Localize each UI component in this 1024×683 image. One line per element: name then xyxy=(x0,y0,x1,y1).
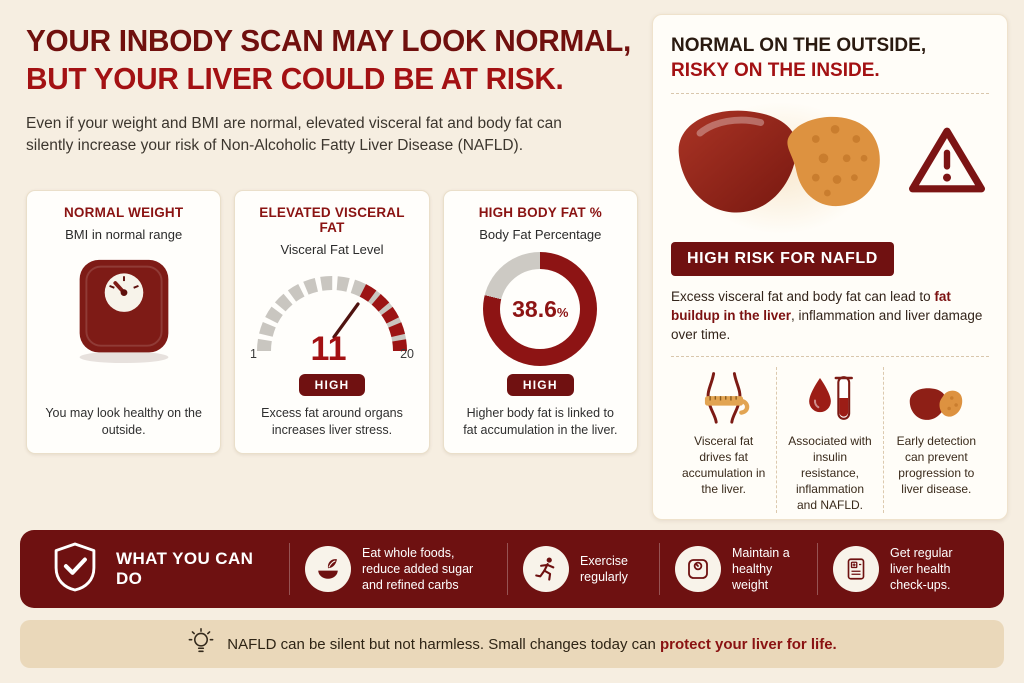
footer-note: NAFLD can be silent but not harmless. Sm… xyxy=(20,620,1004,668)
risk-description-text: Excess visceral fat and body fat can lea… xyxy=(671,289,935,304)
card-title: HIGH BODY FAT % xyxy=(478,205,602,220)
action-bar: WHAT YOU CAN DO Eat whole foods, reduce … xyxy=(20,530,1004,608)
footer-note-bold: protect your liver for life. xyxy=(660,635,837,653)
gauge-value: 11 xyxy=(310,330,347,368)
bathroom-scale-icon xyxy=(66,256,182,369)
liver-icon xyxy=(891,367,982,425)
action-item-exercise: Exercise regularly xyxy=(523,541,644,598)
action-item-weight: Maintain a healthy weight xyxy=(675,533,802,606)
page-title: YOUR INBODY SCAN MAY LOOK NORMAL, BUT YO… xyxy=(26,22,638,98)
action-item-text: Eat whole foods, reduce added sugar and … xyxy=(362,546,474,592)
liver-illustration xyxy=(671,98,989,238)
action-item-text: Maintain a healthy weight xyxy=(732,546,790,592)
risk-fact-columns: Visceral fat drives fat accumulation in … xyxy=(671,367,989,513)
fatty-liver-icon xyxy=(671,102,893,235)
gauge-max-label: 20 xyxy=(400,347,414,361)
gauge-min-label: 1 xyxy=(249,347,257,361)
intro-text: Even if your weight and BMI are normal, … xyxy=(26,115,562,154)
body-fat-donut-chart: 38.6% xyxy=(483,252,598,366)
action-item-text: Exercise regularly xyxy=(580,554,628,584)
footer-note-text: NAFLD can be silent but not harmless. Sm… xyxy=(227,636,836,653)
visceral-fat-gauge: 1 11 20 xyxy=(250,267,414,366)
donut-unit: % xyxy=(556,304,569,320)
risk-panel: NORMAL ON THE OUTSIDE, RISKY ON THE INSI… xyxy=(652,14,1008,520)
donut-value: 38.6 xyxy=(512,295,557,322)
warning-triangle-icon xyxy=(907,124,987,201)
action-item-diet: Eat whole foods, reduce added sugar and … xyxy=(305,533,492,606)
header: YOUR INBODY SCAN MAY LOOK NORMAL, BUT YO… xyxy=(26,22,638,157)
card-title: NORMAL WEIGHT xyxy=(63,205,184,220)
title-line-1: YOUR INBODY SCAN MAY LOOK NORMAL, xyxy=(26,23,632,58)
card-title: ELEVATED VISCERAL FAT xyxy=(259,205,405,235)
fact-text: Associated with insulin resistance, infl… xyxy=(788,434,872,512)
gauge-scale: 1 11 20 xyxy=(250,332,414,366)
divider xyxy=(507,543,508,595)
fact-insulin: Associated with insulin resistance, infl… xyxy=(776,367,882,513)
weight-scale-icon xyxy=(675,546,721,592)
title-line-2: BUT YOUR LIVER COULD BE AT RISK. xyxy=(26,61,564,96)
shield-check-icon xyxy=(52,541,98,598)
fact-visceral: Visceral fat drives fat accumulation in … xyxy=(671,367,776,513)
action-item-checkup: Get regular liver health check-ups. xyxy=(833,533,976,606)
fact-text: Visceral fat drives fat accumulation in … xyxy=(681,434,766,496)
card-body-fat: HIGH BODY FAT % Body Fat Percentage 38.6… xyxy=(442,190,638,454)
healthy-food-bowl-icon xyxy=(305,546,351,592)
divider xyxy=(817,543,818,595)
fact-early-detection: Early detection can prevent progression … xyxy=(882,367,989,513)
card-visceral-fat: ELEVATED VISCERAL FAT Visceral Fat Level… xyxy=(234,190,430,454)
footer-note-normal: NAFLD can be silent but not harmless. Sm… xyxy=(227,635,660,653)
card-caption: Excess fat around organs increases liver… xyxy=(261,406,403,437)
action-bar-heading: WHAT YOU CAN DO xyxy=(116,549,254,588)
divider xyxy=(659,543,660,595)
health-checkup-icon xyxy=(833,546,879,592)
risk-description: Excess visceral fat and body fat can lea… xyxy=(671,287,989,344)
card-subtitle: BMI in normal range xyxy=(65,227,183,242)
divider xyxy=(671,93,989,94)
risk-badge: HIGH RISK FOR NAFLD xyxy=(671,242,894,276)
lightbulb-icon xyxy=(187,627,215,662)
waist-measuring-tape-icon xyxy=(678,367,769,425)
divider xyxy=(671,356,989,357)
fact-text: Early detection can prevent progression … xyxy=(896,434,977,496)
panel-title-line-2: RISKY ON THE INSIDE. xyxy=(671,60,880,81)
card-subtitle: Visceral Fat Level xyxy=(280,242,384,257)
divider xyxy=(289,543,290,595)
risk-description-bold: fat buildup in the liver xyxy=(671,289,951,323)
donut-center-value: 38.6% xyxy=(512,296,568,323)
card-caption: You may look healthy on the outside. xyxy=(45,406,202,437)
card-normal-weight: NORMAL WEIGHT BMI in normal range You ma… xyxy=(26,190,222,454)
risk-description-text: , inflammation and liver damage over tim… xyxy=(671,308,983,342)
status-badge: HIGH xyxy=(506,374,574,396)
blood-test-icon xyxy=(784,367,875,425)
card-subtitle: Body Fat Percentage xyxy=(479,227,602,242)
action-item-text: Get regular liver health check-ups. xyxy=(890,546,953,592)
status-badge: HIGH xyxy=(298,374,366,396)
metric-cards: NORMAL WEIGHT BMI in normal range You ma… xyxy=(26,190,638,454)
card-caption: Higher body fat is linked to fat accumul… xyxy=(463,406,618,437)
panel-title-line-1: NORMAL ON THE OUTSIDE, xyxy=(671,35,927,56)
runner-icon xyxy=(523,546,569,592)
